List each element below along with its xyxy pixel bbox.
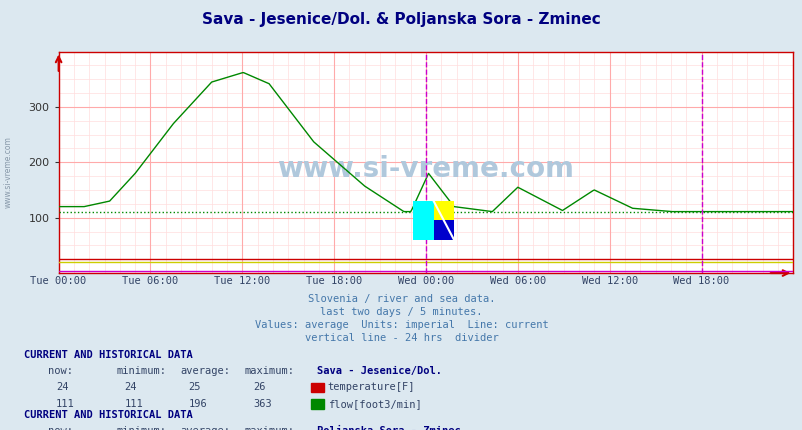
Text: Sava - Jesenice/Dol. & Poljanska Sora - Zminec: Sava - Jesenice/Dol. & Poljanska Sora - … xyxy=(202,12,600,27)
Text: maximum:: maximum: xyxy=(245,366,294,376)
Text: temperature[F]: temperature[F] xyxy=(327,382,415,393)
Text: now:: now: xyxy=(48,366,73,376)
Text: 363: 363 xyxy=(253,399,271,409)
Text: Tue 00:00: Tue 00:00 xyxy=(30,276,87,286)
Text: 111: 111 xyxy=(124,399,143,409)
Text: Values: average  Units: imperial  Line: current: Values: average Units: imperial Line: cu… xyxy=(254,319,548,330)
Text: Wed 18:00: Wed 18:00 xyxy=(673,276,729,286)
Text: minimum:: minimum: xyxy=(116,366,166,376)
Text: average:: average: xyxy=(180,366,230,376)
Text: 25: 25 xyxy=(188,382,201,393)
Text: CURRENT AND HISTORICAL DATA: CURRENT AND HISTORICAL DATA xyxy=(24,409,192,420)
Text: 26: 26 xyxy=(253,382,265,393)
Text: now:: now: xyxy=(48,426,73,430)
Polygon shape xyxy=(433,201,453,221)
Text: www.si-vreme.com: www.si-vreme.com xyxy=(3,136,13,208)
Text: vertical line - 24 hrs  divider: vertical line - 24 hrs divider xyxy=(304,332,498,343)
Text: CURRENT AND HISTORICAL DATA: CURRENT AND HISTORICAL DATA xyxy=(24,350,192,360)
Text: 24: 24 xyxy=(56,382,69,393)
Text: minimum:: minimum: xyxy=(116,426,166,430)
Polygon shape xyxy=(433,221,453,240)
Text: average:: average: xyxy=(180,426,230,430)
Text: Tue 18:00: Tue 18:00 xyxy=(306,276,362,286)
FancyBboxPatch shape xyxy=(413,201,433,240)
Text: Poljanska Sora - Zminec: Poljanska Sora - Zminec xyxy=(317,425,460,430)
Text: Tue 12:00: Tue 12:00 xyxy=(214,276,270,286)
Text: 24: 24 xyxy=(124,382,137,393)
Text: 196: 196 xyxy=(188,399,207,409)
Text: Sava - Jesenice/Dol.: Sava - Jesenice/Dol. xyxy=(317,366,442,376)
Text: maximum:: maximum: xyxy=(245,426,294,430)
Text: flow[foot3/min]: flow[foot3/min] xyxy=(327,399,421,409)
Text: 111: 111 xyxy=(56,399,75,409)
Text: www.si-vreme.com: www.si-vreme.com xyxy=(277,155,573,183)
Text: Wed 06:00: Wed 06:00 xyxy=(489,276,545,286)
Text: Wed 00:00: Wed 00:00 xyxy=(397,276,454,286)
Text: Tue 06:00: Tue 06:00 xyxy=(122,276,178,286)
Text: last two days / 5 minutes.: last two days / 5 minutes. xyxy=(320,307,482,317)
Text: Wed 12:00: Wed 12:00 xyxy=(581,276,637,286)
Text: Slovenia / river and sea data.: Slovenia / river and sea data. xyxy=(307,294,495,304)
